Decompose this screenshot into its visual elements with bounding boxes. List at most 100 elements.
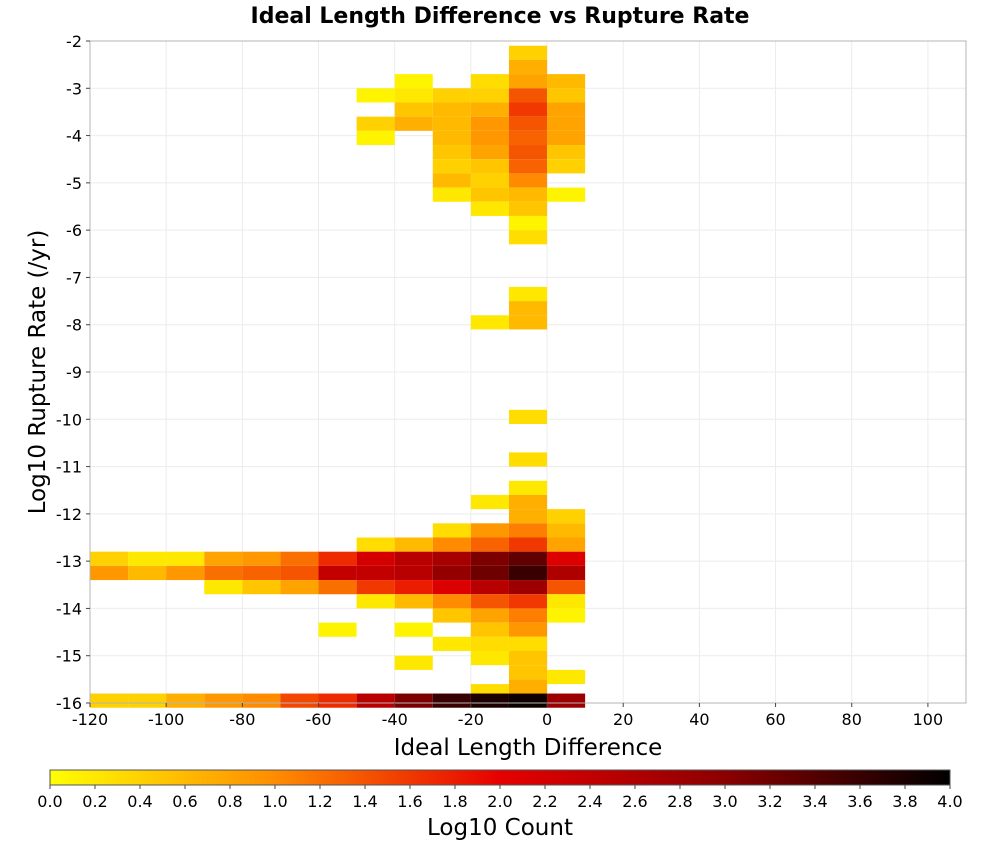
heatmap-cell xyxy=(356,565,395,581)
heatmap-cell xyxy=(432,88,471,103)
heatmap-cell xyxy=(394,693,433,708)
heatmap-cell xyxy=(470,201,509,216)
heatmap-cell xyxy=(547,669,586,685)
colorbar-tick-label: 0.6 xyxy=(172,792,197,811)
heatmap-cell xyxy=(470,636,509,651)
heatmap-cell xyxy=(508,551,548,566)
x-tick-label: -80 xyxy=(229,710,255,729)
heatmap-cell xyxy=(508,173,548,188)
heatmap-cell xyxy=(508,286,548,302)
x-axis: -120 -100 -80 -60 -40 -20 0 20 40 60 80 100 xyxy=(72,703,943,729)
heatmap-cell xyxy=(128,693,167,708)
x-tick-label: -40 xyxy=(382,710,408,729)
heatmap-cell xyxy=(508,594,548,609)
y-tick-label: -13 xyxy=(56,552,82,571)
heatmap-cell xyxy=(432,580,471,595)
heatmap-cell xyxy=(432,145,471,160)
heatmap-cell xyxy=(318,551,357,566)
heatmap-cells xyxy=(90,45,586,708)
x-tick-label: 80 xyxy=(842,710,862,729)
heatmap-cell xyxy=(432,187,471,202)
y-tick-label: -7 xyxy=(66,268,82,287)
colorbar xyxy=(49,769,951,786)
heatmap-cell xyxy=(432,173,471,188)
heatmap-cell xyxy=(547,159,586,174)
heatmap-cell xyxy=(470,565,509,581)
heatmap-cell xyxy=(394,655,433,670)
heatmap-cell xyxy=(547,145,586,160)
heatmap-cell xyxy=(318,693,357,708)
heatmap-cell xyxy=(547,509,586,524)
heatmap-cell xyxy=(166,693,205,708)
heatmap-cell xyxy=(394,88,433,103)
x-tick-label: 100 xyxy=(913,710,944,729)
heatmap-cell xyxy=(470,650,509,666)
heatmap-cell xyxy=(547,130,586,146)
heatmap-cell xyxy=(356,88,395,103)
heatmap-cell xyxy=(204,565,243,581)
y-tick-label: -2 xyxy=(66,32,82,51)
heatmap-cell xyxy=(432,693,471,708)
heatmap-cell xyxy=(470,74,509,89)
heatmap-cell xyxy=(280,565,319,581)
heatmap-cell xyxy=(508,88,548,103)
colorbar-tick-label: 2.8 xyxy=(667,792,692,811)
heatmap-cell xyxy=(318,565,357,581)
x-tick-label: -20 xyxy=(458,710,484,729)
heatmap-cell xyxy=(508,622,548,637)
y-tick-label: -16 xyxy=(56,694,82,713)
colorbar-tick-label: 3.8 xyxy=(892,792,917,811)
heatmap-cell xyxy=(356,537,395,552)
heatmap-cell xyxy=(508,636,548,651)
colorbar-tick-label: 3.6 xyxy=(847,792,872,811)
heatmap-cell xyxy=(356,551,395,566)
heatmap-cell xyxy=(432,102,471,117)
y-tick-label: -12 xyxy=(56,505,82,524)
heatmap-cell xyxy=(432,537,471,552)
heatmap-cell xyxy=(166,551,205,566)
heatmap-cell xyxy=(508,102,548,117)
heatmap-cell xyxy=(508,59,548,75)
heatmap-cell xyxy=(356,130,395,146)
x-tick-label: 0 xyxy=(542,710,552,729)
heatmap-cell xyxy=(432,594,471,609)
y-tick-label: -11 xyxy=(56,458,82,477)
heatmap-cell xyxy=(432,565,471,581)
y-tick-label: -8 xyxy=(66,316,82,335)
heatmap-cell xyxy=(470,116,509,131)
heatmap-cell xyxy=(242,565,281,581)
heatmap-cell xyxy=(508,565,548,581)
chart-title: Ideal Length Difference vs Rupture Rate xyxy=(251,4,750,29)
y-tick-label: -5 xyxy=(66,174,82,193)
heatmap-cell xyxy=(508,201,548,216)
colorbar-tick-label: 2.6 xyxy=(622,792,647,811)
heatmap-cell xyxy=(508,145,548,160)
heatmap-cell xyxy=(508,301,548,316)
heatmap-cell xyxy=(508,580,548,595)
heatmap-cell xyxy=(508,665,548,680)
heatmap-cell xyxy=(470,580,509,595)
heatmap-cell xyxy=(508,45,548,60)
heatmap-cell xyxy=(508,159,548,174)
y-tick-label: -9 xyxy=(66,363,82,382)
heatmap-cell xyxy=(508,650,548,666)
heatmap-cell xyxy=(470,159,509,174)
colorbar-tick-label: 2.2 xyxy=(532,792,557,811)
y-tick-label: -14 xyxy=(56,599,82,618)
heatmap-cell xyxy=(242,551,281,566)
heatmap-cell xyxy=(470,551,509,566)
heatmap-cell xyxy=(470,102,509,117)
heatmap-cell xyxy=(508,74,548,89)
heatmap-cell xyxy=(508,494,548,510)
colorbar-tick-label: 1.2 xyxy=(307,792,332,811)
heatmap-cell xyxy=(394,565,433,581)
heatmap-cell xyxy=(508,116,548,131)
y-tick-label: -6 xyxy=(66,221,82,240)
heatmap-cell xyxy=(280,693,319,708)
heatmap-cell xyxy=(508,130,548,146)
heatmap-cell xyxy=(508,315,548,330)
heatmap-cell xyxy=(394,116,433,131)
heatmap-cell xyxy=(470,145,509,160)
y-axis: -2 -3 -4 -5 -6 -7 -8 -9 -10 -11 -12 -13 -14 -15 -16 xyxy=(56,32,90,713)
